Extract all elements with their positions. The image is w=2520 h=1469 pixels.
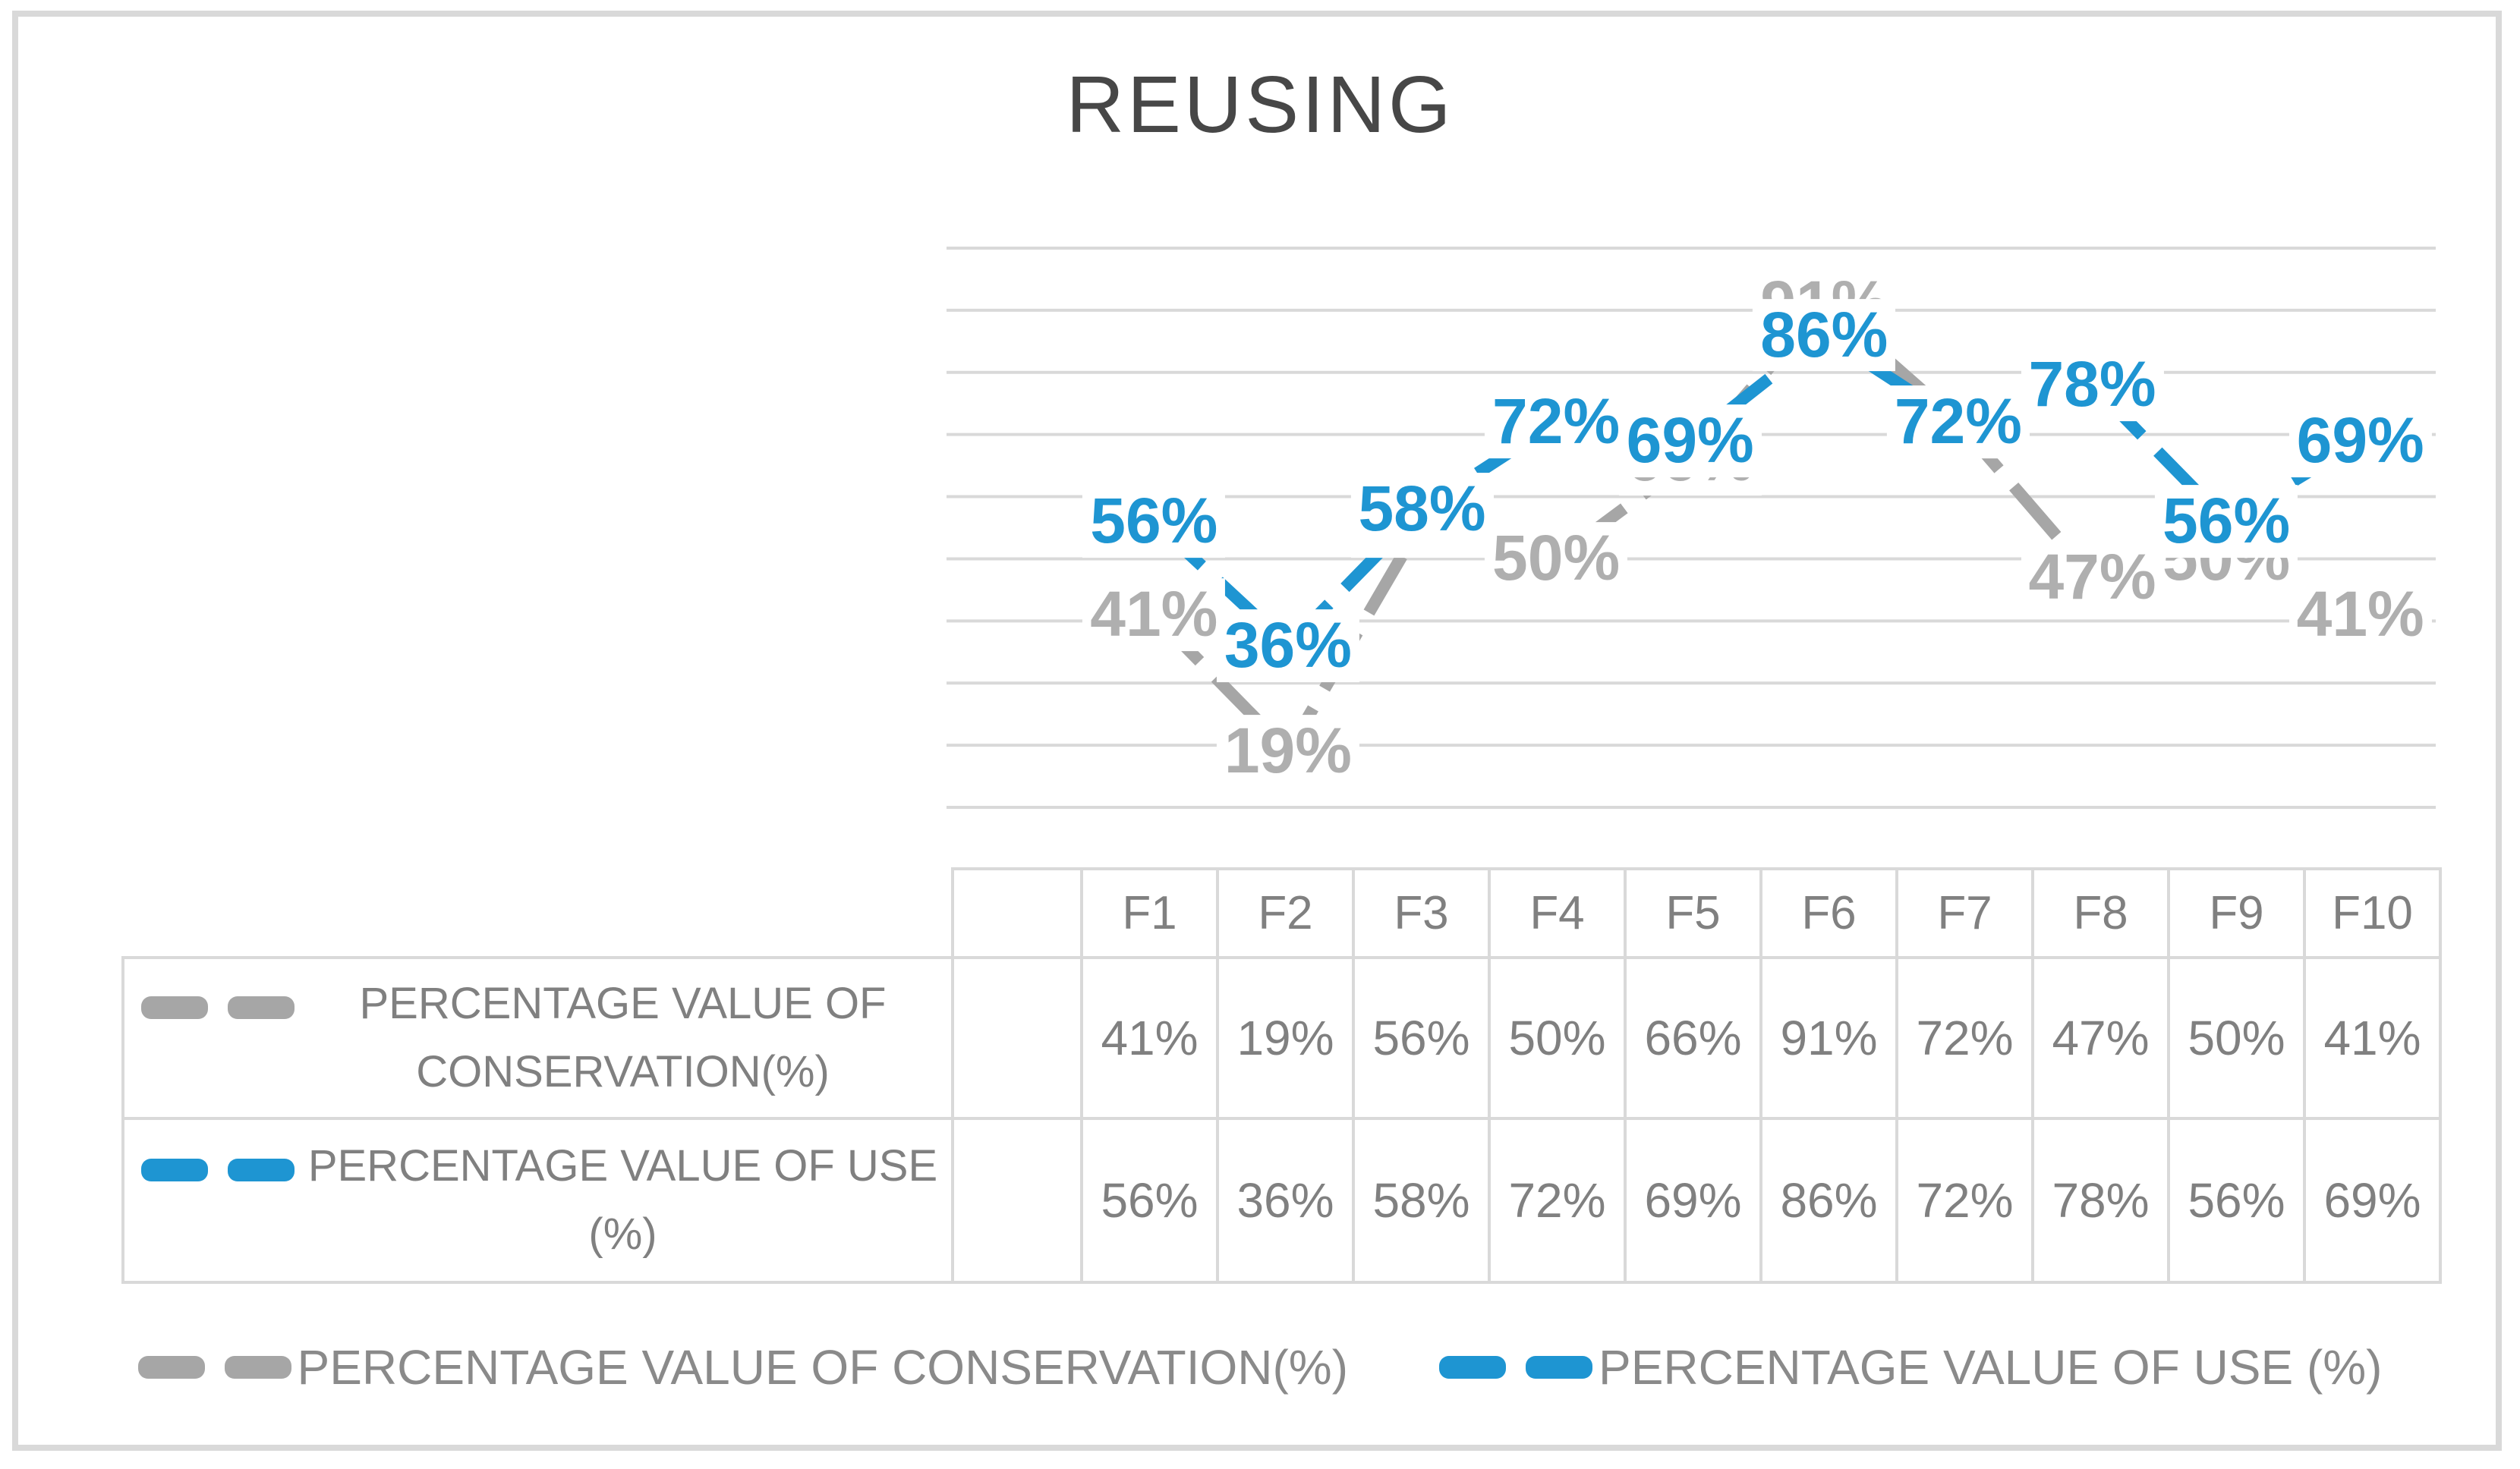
- table-value-cell-f7: 72%: [1895, 956, 2034, 1120]
- data-label-use-F5: 69%: [1618, 404, 1762, 477]
- table-value-cell-f4: 72%: [1488, 1117, 1627, 1284]
- series-dash-swatch-icon: [141, 996, 295, 1019]
- table-value-cell-f3: 56%: [1352, 956, 1491, 1120]
- table-header-cell-f9: F9: [2167, 867, 2306, 959]
- table-row: PERCENTAGE VALUE OF USE (%) 56% 36% 58% 72% 6…: [121, 1117, 2442, 1284]
- table-corner-blank: [123, 869, 953, 958]
- table-value-cell-f5: 66%: [1624, 956, 1762, 1120]
- data-label-conservation-F10: 41%: [2288, 578, 2432, 652]
- chart-legend: PERCENTAGE VALUE OF CONSERVATION(%) PERC…: [0, 1322, 2520, 1413]
- conservation-dash-swatch-icon: [137, 1356, 291, 1379]
- table-spacer-cell: [951, 1117, 1083, 1284]
- table-value-cell-f4: 50%: [1488, 956, 1627, 1120]
- dash-icon: [1439, 1356, 1507, 1379]
- data-table: F1 F2 F3 F4 F5 F6 F7 F8 F9 F10 PERCENTAGE VALUE O…: [121, 867, 2442, 1284]
- table-value-cell-f6: 86%: [1759, 1117, 1898, 1284]
- table-spacer-header-cell: [951, 867, 1083, 959]
- dash-icon: [1526, 1356, 1593, 1379]
- legend-label-use: PERCENTAGE VALUE OF USE (%): [1599, 1340, 2383, 1395]
- data-label-conservation-F8: 47%: [2021, 541, 2164, 614]
- table-value-cell-f10: 41%: [2303, 956, 2442, 1120]
- table-header-cell-f6: F6: [1759, 867, 1898, 959]
- table-value-cell-f8: 78%: [2031, 1117, 2170, 1284]
- legend-item-use: PERCENTAGE VALUE OF USE (%): [1439, 1339, 2382, 1395]
- table-row: PERCENTAGE VALUE OF CONSERVATION(%) 41% 19…: [121, 956, 2442, 1120]
- dash-icon: [137, 1356, 205, 1379]
- table-header-cell-f10: F10: [2303, 867, 2442, 959]
- table-header-cell-f7: F7: [1895, 867, 2034, 959]
- data-label-use-F6: 86%: [1753, 298, 1896, 372]
- data-label-conservation-F1: 41%: [1082, 578, 1226, 652]
- table-value-cell-f8: 47%: [2031, 956, 2170, 1120]
- table-body: PERCENTAGE VALUE OF CONSERVATION(%) 41% 19…: [121, 956, 2442, 1284]
- legend-label-conservation: PERCENTAGE VALUE OF CONSERVATION(%): [297, 1340, 1349, 1395]
- table-value-cell-f9: 56%: [2167, 1117, 2306, 1284]
- table-header-row: F1 F2 F3 F4 F5 F6 F7 F8 F9 F10: [123, 867, 2442, 959]
- data-label-use-F9: 56%: [2155, 485, 2298, 558]
- table-spacer-cell: [951, 956, 1083, 1120]
- table-value-cell-f6: 91%: [1759, 956, 1898, 1120]
- table-value-cell-f5: 69%: [1624, 1117, 1762, 1284]
- data-label-use-F1: 56%: [1082, 485, 1226, 558]
- data-label-conservation-F2: 19%: [1216, 715, 1359, 788]
- table-row-label-cell: PERCENTAGE VALUE OF USE (%): [121, 1117, 954, 1284]
- table-value-cell-f1: 41%: [1080, 956, 1219, 1120]
- table-row-label: PERCENTAGE VALUE OF CONSERVATION(%): [359, 979, 887, 1096]
- dash-icon: [228, 996, 295, 1019]
- data-label-use-F8: 78%: [2021, 348, 2164, 422]
- table-value-cell-f2: 36%: [1216, 1117, 1355, 1284]
- figure-border: [12, 11, 2502, 1451]
- data-label-conservation-F4: 50%: [1485, 522, 1628, 596]
- dash-icon: [141, 996, 208, 1019]
- data-label-use-F2: 36%: [1216, 609, 1359, 682]
- table-value-cell-f1: 56%: [1080, 1117, 1219, 1284]
- data-label-use-F3: 58%: [1350, 473, 1494, 546]
- table-value-cell-f10: 69%: [2303, 1117, 2442, 1284]
- data-label-use-F7: 72%: [1886, 385, 2030, 459]
- data-label-use-F10: 69%: [2288, 404, 2432, 477]
- dash-icon: [228, 1159, 295, 1181]
- chart-title: REUSING: [1066, 60, 1454, 149]
- table-header-cell-f5: F5: [1624, 867, 1762, 959]
- table-value-cell-f9: 50%: [2167, 956, 2306, 1120]
- series-dash-swatch-icon: [141, 1159, 295, 1181]
- table-header-cell-f4: F4: [1488, 867, 1627, 959]
- table-header-cell-f8: F8: [2031, 867, 2170, 959]
- dash-icon: [141, 1159, 208, 1181]
- table-header-cell-f3: F3: [1352, 867, 1491, 959]
- table-row-label: PERCENTAGE VALUE OF USE (%): [307, 1141, 938, 1259]
- table-header-cell-f1: F1: [1080, 867, 1219, 959]
- data-label-use-F4: 72%: [1485, 385, 1628, 459]
- table-value-cell-f3: 58%: [1352, 1117, 1491, 1284]
- legend-item-conservation: PERCENTAGE VALUE OF CONSERVATION(%): [137, 1339, 1349, 1395]
- table-value-cell-f7: 72%: [1895, 1117, 2034, 1284]
- table-value-cell-f2: 19%: [1216, 956, 1355, 1120]
- table-header-cell-f2: F2: [1216, 867, 1355, 959]
- table-header: F1 F2 F3 F4 F5 F6 F7 F8 F9 F10: [123, 867, 2442, 959]
- use-dash-swatch-icon: [1439, 1356, 1593, 1379]
- table-row-label-cell: PERCENTAGE VALUE OF CONSERVATION(%): [121, 956, 954, 1120]
- dash-icon: [224, 1356, 291, 1379]
